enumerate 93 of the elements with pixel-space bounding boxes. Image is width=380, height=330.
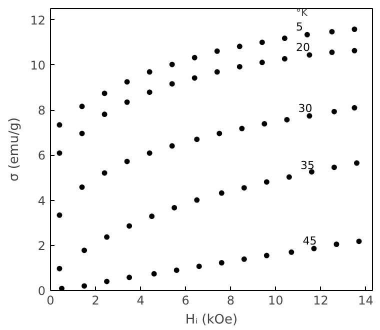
point <box>264 179 270 185</box>
point <box>146 89 152 95</box>
legend-title: °K <box>296 8 308 20</box>
point <box>56 150 62 156</box>
point <box>196 264 202 270</box>
y-tick-label: 4 <box>38 194 46 208</box>
point <box>79 130 85 136</box>
point <box>174 267 180 273</box>
point <box>79 184 85 190</box>
x-tick-label: 8 <box>226 294 234 308</box>
point <box>104 278 110 284</box>
point <box>214 69 220 75</box>
point <box>329 28 335 34</box>
point <box>192 75 198 81</box>
point <box>79 104 85 110</box>
y-tick-label: 2 <box>38 238 46 253</box>
point <box>288 249 294 255</box>
point <box>56 122 62 128</box>
point <box>169 143 175 149</box>
point <box>308 169 314 175</box>
series-label: 5 <box>296 20 303 34</box>
point <box>282 36 288 42</box>
point <box>151 271 157 277</box>
point <box>56 266 62 272</box>
point <box>124 79 130 85</box>
point <box>239 126 245 132</box>
point <box>241 185 247 191</box>
x-tick-label: 2 <box>92 294 100 308</box>
point <box>218 260 224 266</box>
y-tick-label: 12 <box>30 13 46 28</box>
point <box>59 286 65 290</box>
point <box>146 69 152 75</box>
point <box>306 52 312 58</box>
y-tick-label: 0 <box>38 284 46 298</box>
series-label: 20 <box>296 40 310 54</box>
point <box>192 54 198 60</box>
point <box>354 160 360 166</box>
point <box>241 256 247 262</box>
point <box>172 204 178 210</box>
point <box>311 246 317 252</box>
point <box>236 44 242 50</box>
point <box>169 62 175 68</box>
point <box>194 197 200 203</box>
point <box>331 164 337 170</box>
point <box>124 99 130 105</box>
point <box>286 174 292 180</box>
point <box>146 150 152 156</box>
point <box>194 136 200 142</box>
point <box>218 190 224 196</box>
point <box>259 60 265 66</box>
point <box>149 214 155 220</box>
point <box>124 158 130 164</box>
y-tick-label: 6 <box>38 148 46 163</box>
point <box>352 48 358 54</box>
x-tick-label: 0 <box>46 294 54 308</box>
point <box>104 234 110 240</box>
point <box>102 112 108 118</box>
point <box>169 81 175 87</box>
point <box>102 90 108 96</box>
point <box>352 26 358 32</box>
point <box>214 48 220 54</box>
series-label: 30 <box>298 102 312 115</box>
series-label: 35 <box>300 159 314 172</box>
x-tick-label: 14 <box>358 294 374 308</box>
point <box>216 130 222 136</box>
point <box>102 170 108 176</box>
point <box>82 283 88 289</box>
y-tick-label: 10 <box>30 58 46 72</box>
series-label: 45 <box>302 234 317 248</box>
point <box>236 64 242 70</box>
x-tick-label: 12 <box>313 294 328 308</box>
point <box>304 32 310 38</box>
point <box>356 238 362 244</box>
x-tick-label: 10 <box>268 294 284 308</box>
point <box>264 252 270 258</box>
x-axis-title: Hᵢ (kOe) <box>185 312 238 328</box>
y-tick-label: 8 <box>38 104 46 118</box>
point <box>126 223 132 229</box>
point <box>352 105 358 111</box>
x-tick-label: 4 <box>136 294 144 308</box>
point <box>282 56 288 62</box>
point <box>306 113 312 119</box>
point <box>126 274 132 280</box>
y-axis-title: σ (emu/g) <box>7 117 22 182</box>
x-tick-label: 6 <box>182 294 190 308</box>
point <box>331 108 337 114</box>
point <box>329 50 335 56</box>
point <box>334 242 340 247</box>
point <box>56 212 62 218</box>
point <box>259 40 265 46</box>
point <box>284 116 290 122</box>
point <box>262 121 268 127</box>
point <box>82 248 88 254</box>
